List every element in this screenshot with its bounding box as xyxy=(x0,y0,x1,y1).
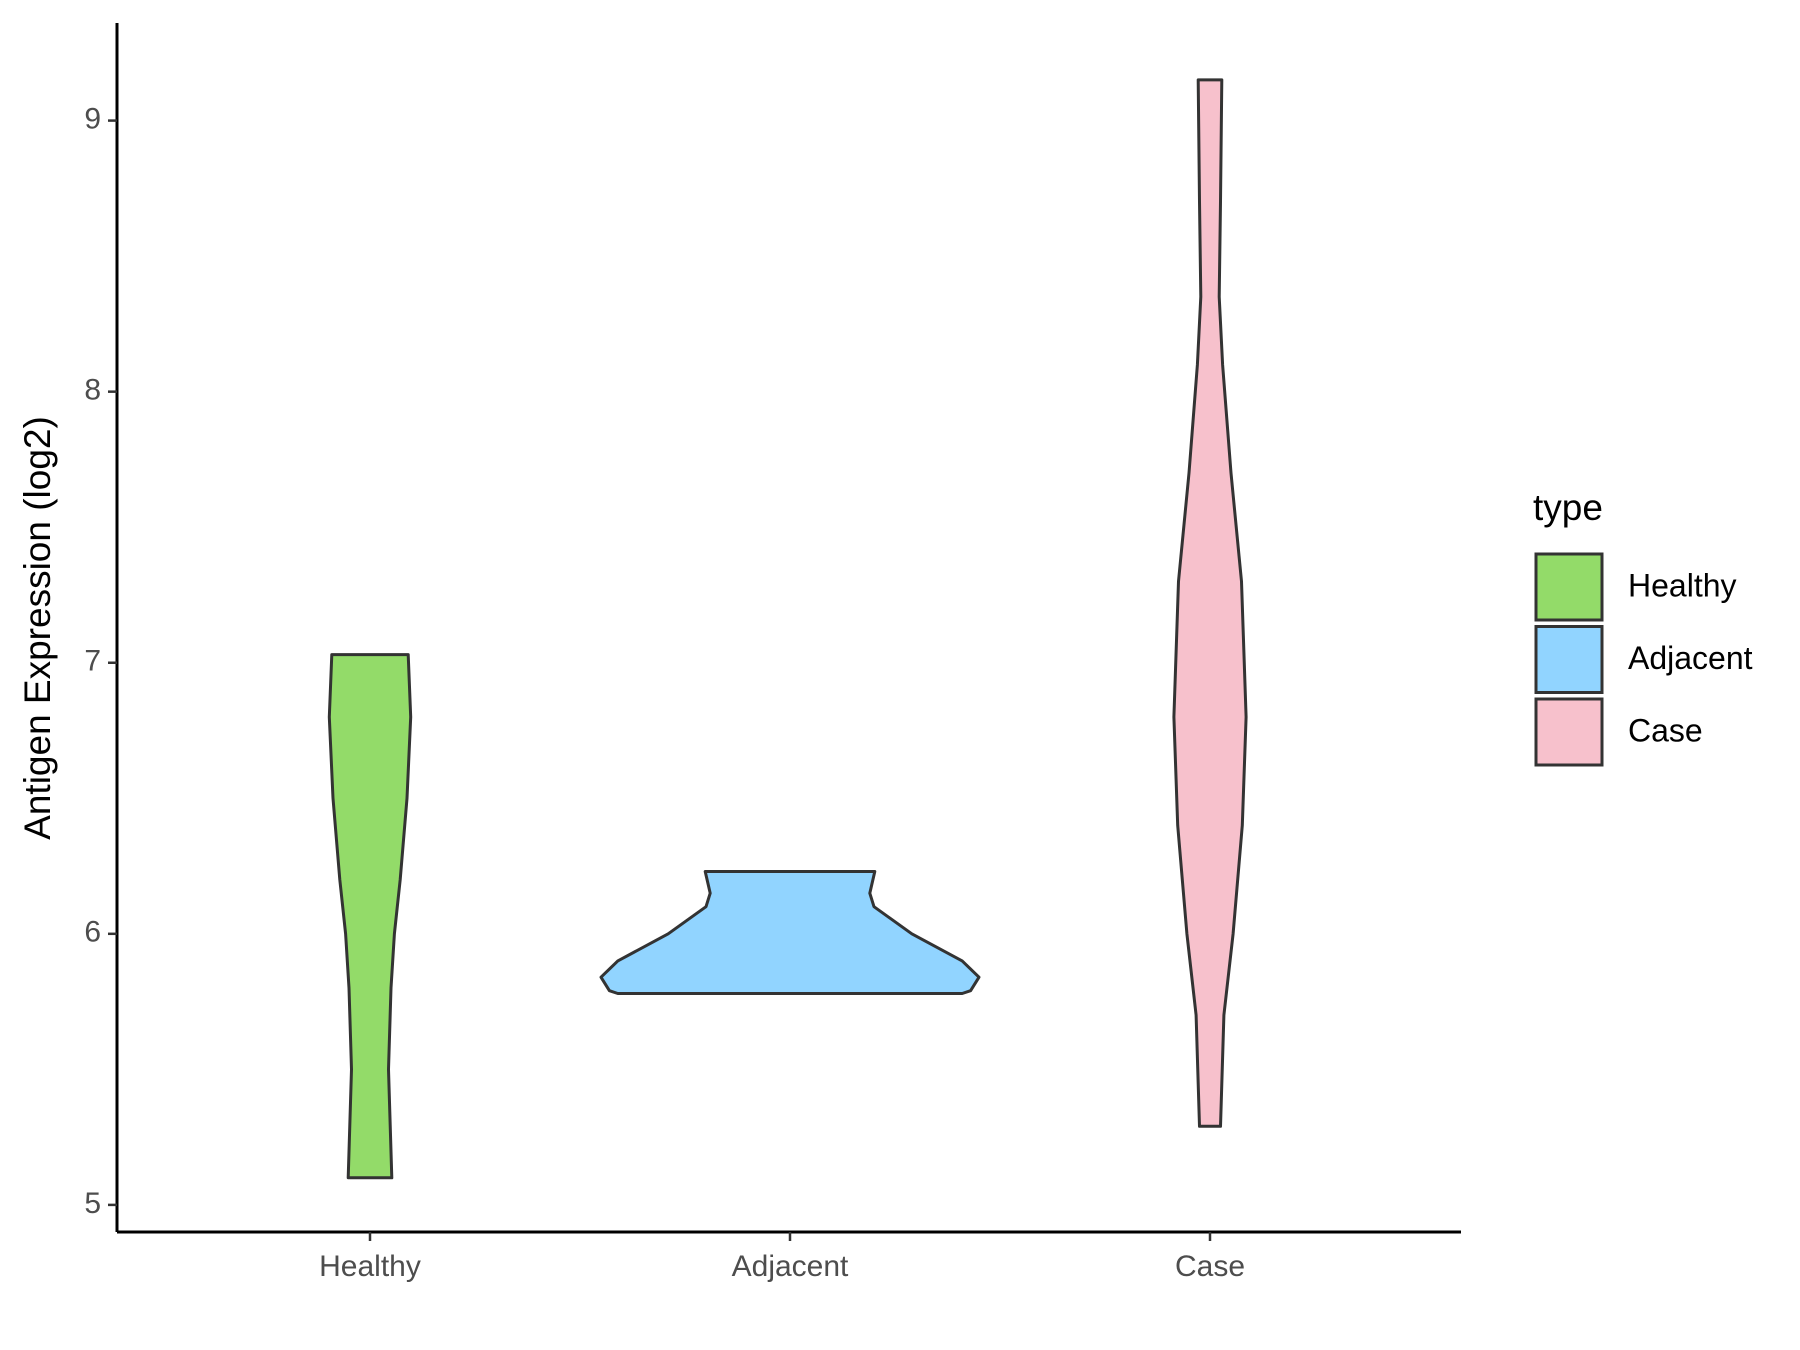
y-tick-label: 6 xyxy=(84,916,101,949)
y-axis-title: Antigen Expression (log2) xyxy=(17,416,58,840)
x-tick-label: Case xyxy=(1175,1250,1245,1283)
x-tick-label: Healthy xyxy=(319,1250,421,1283)
y-tick-label: 8 xyxy=(84,374,101,407)
legend-key xyxy=(1534,552,1604,622)
legend-label: Case xyxy=(1628,712,1703,748)
y-tick-label: 9 xyxy=(84,103,101,136)
violin xyxy=(327,653,413,1180)
violin xyxy=(599,870,981,995)
legend-label: Adjacent xyxy=(1628,640,1753,676)
legend-label: Healthy xyxy=(1628,567,1737,603)
legend-key xyxy=(1534,697,1604,767)
legend-key xyxy=(1534,625,1604,694)
violin xyxy=(1172,78,1248,1128)
x-tick-label: Adjacent xyxy=(732,1250,849,1283)
legend-title: type xyxy=(1533,487,1603,528)
y-tick-label: 5 xyxy=(84,1187,101,1220)
y-tick-label: 7 xyxy=(84,645,101,678)
